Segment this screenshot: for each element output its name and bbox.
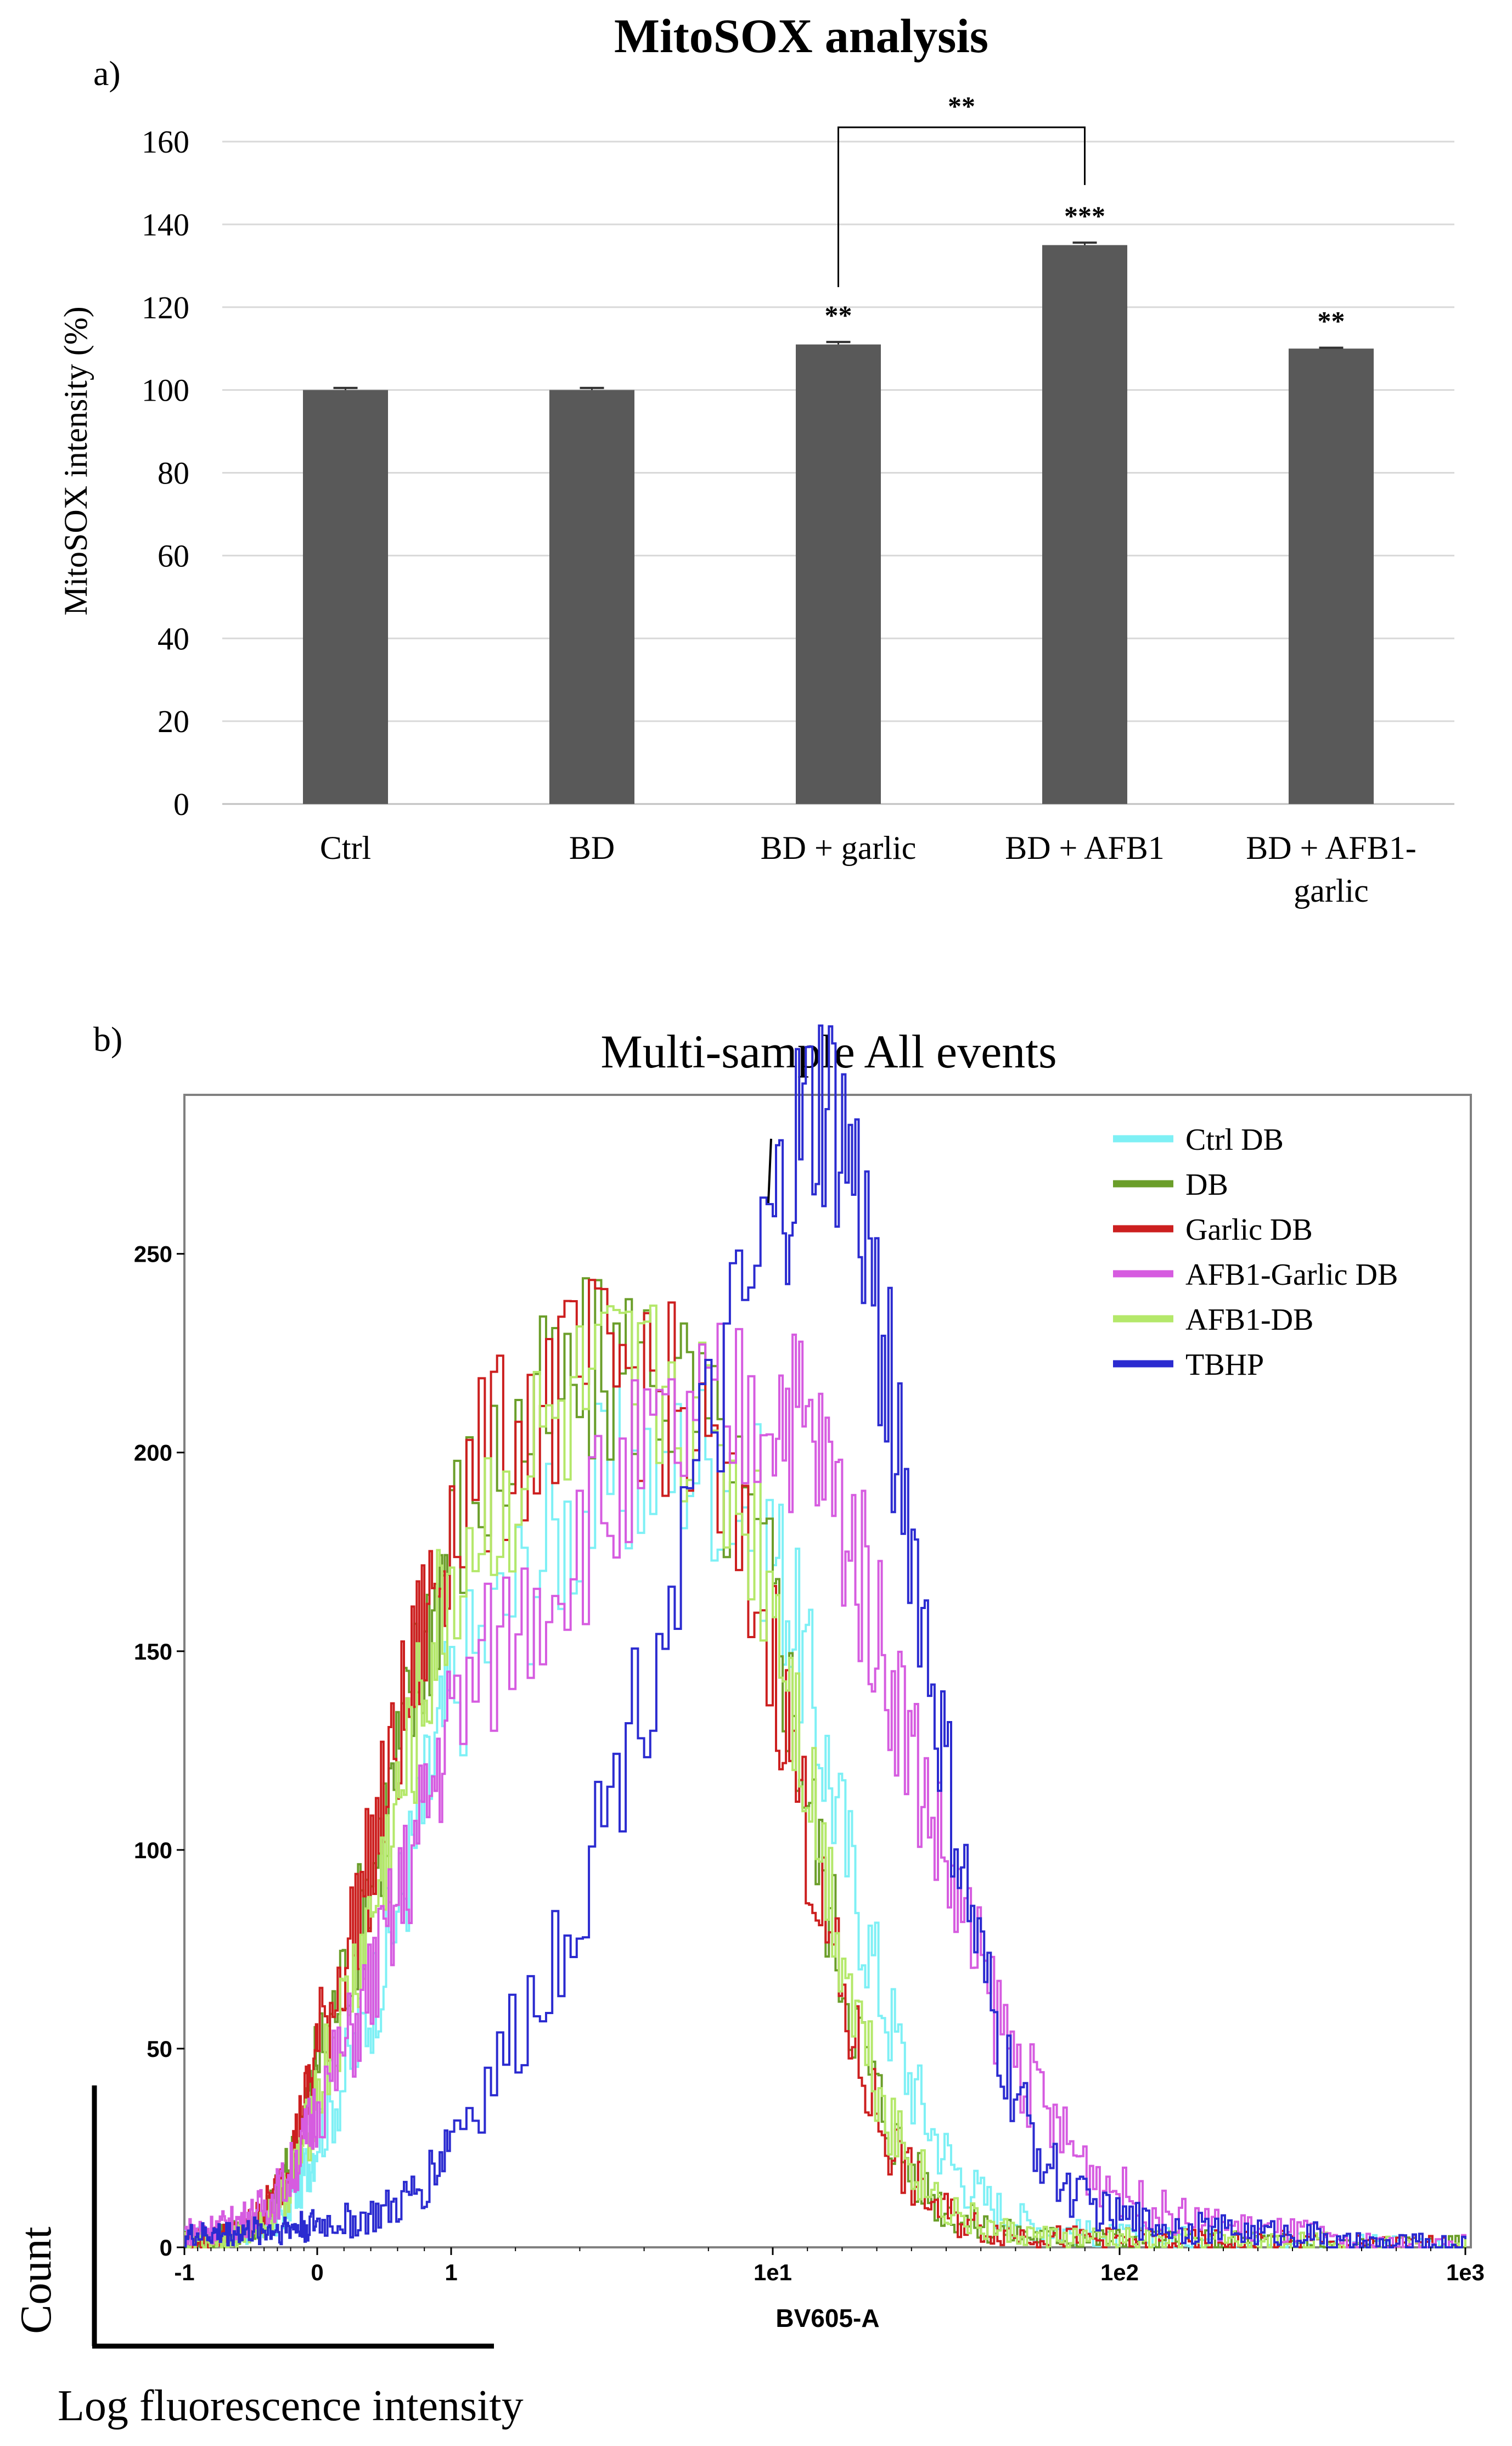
y-tick-label: 0 [160, 2235, 172, 2261]
bar [796, 344, 881, 804]
y-tick-label: 160 [142, 124, 189, 160]
y-tick-label: 100 [142, 373, 189, 408]
bar [1042, 245, 1127, 804]
y-tick-label: 100 [134, 1837, 172, 1863]
legend-label: DB [1185, 1168, 1228, 1202]
y-tick-label: 150 [134, 1639, 172, 1665]
x-tick-label: 1e1 [754, 2259, 792, 2285]
x-tick-label: 1e2 [1100, 2259, 1139, 2285]
y-tick-label: 200 [134, 1440, 172, 1466]
y-tick-label: 40 [158, 621, 189, 656]
significance-marker: ** [825, 300, 852, 330]
y-tick-label: 50 [147, 2036, 172, 2062]
gate-marker [767, 1138, 772, 1204]
panel-b-label: b) [93, 1020, 122, 1059]
legend-label: AFB1-DB [1185, 1303, 1313, 1337]
legend-label: AFB1-Garlic DB [1185, 1258, 1398, 1292]
y-tick-label: 120 [142, 290, 189, 325]
panel-a-y-ticks: 0 20 40 60 80 100 120 140 160 [142, 124, 189, 822]
y-tick-label: 60 [158, 538, 189, 573]
x-tick-label: garlic [1294, 873, 1369, 909]
significance-bracket [837, 126, 1086, 288]
bar [303, 390, 388, 804]
legend-label: Garlic DB [1185, 1213, 1313, 1247]
panel-a-bars [303, 241, 1374, 804]
x-tick-label: 1e3 [1446, 2259, 1485, 2285]
panel-a-bar-chart: MitoSOX analysis a) 0 20 40 60 80 100 120 140 16… [58, 10, 1454, 909]
panel-b-histogram-curves [184, 1024, 1466, 2248]
bar [549, 390, 634, 804]
panel-a-significance: ********* [825, 91, 1345, 336]
outer-x-axis-label: Log fluorescence intensity [58, 2382, 524, 2430]
y-tick-label: 140 [142, 207, 189, 243]
y-tick-label: 20 [158, 704, 189, 739]
x-tick-label: BD + AFB1- [1246, 830, 1417, 866]
bar [1289, 348, 1374, 804]
significance-marker: *** [1064, 200, 1105, 231]
panel-b-plot-frame [183, 1094, 1472, 2248]
y-tick-label: 0 [173, 786, 189, 822]
x-tick-label: Ctrl [320, 830, 371, 866]
panel-a-label: a) [93, 54, 121, 93]
x-tick-label: -1 [174, 2259, 194, 2285]
panel-a-y-axis-label: MitoSOX intensity (%) [58, 306, 94, 615]
panel-a-x-labels: Ctrl BD BD + garlic BD + AFB1 BD + AFB1- garl… [320, 830, 1417, 909]
x-tick-label: BD [569, 830, 615, 866]
significance-marker: ** [1318, 306, 1345, 336]
histogram-curve [184, 1024, 1466, 2248]
panel-b-legend: Ctrl DB DB Garlic DB AFB1-Garlic DB AFB1-DB T… [1113, 1123, 1398, 1382]
y-tick-label: 80 [158, 456, 189, 491]
x-tick-label: 0 [311, 2259, 323, 2285]
y-tick-label: 250 [134, 1241, 172, 1267]
histogram-curve [184, 1323, 1466, 2248]
panel-b-histogram: b) Multi-sample All events 0501001502002… [12, 1020, 1485, 2430]
panel-b-y-ticks: 0 50 100 150 200 250 [134, 1241, 184, 2261]
legend-label: Ctrl DB [1185, 1123, 1284, 1157]
bracket-significance-label: ** [948, 91, 975, 121]
legend-label: TBHP [1185, 1348, 1264, 1382]
panel-b-x-ticks: -1 0 1 1e1 1e2 1e3 [174, 2247, 1485, 2285]
x-tick-label: BD + garlic [761, 830, 917, 866]
panel-b-x-axis-label: BV605-A [775, 2304, 879, 2332]
outer-y-axis-label: Count [12, 2226, 60, 2334]
x-tick-label: BD + AFB1 [1005, 830, 1165, 866]
panel-a-title: MitoSOX analysis [614, 10, 988, 63]
x-tick-label: 1 [445, 2259, 457, 2285]
